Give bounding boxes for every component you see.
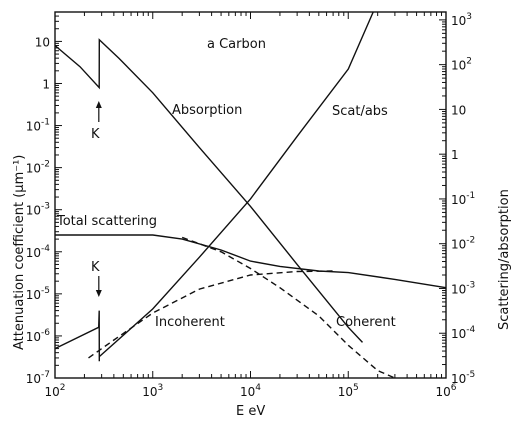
curves [54, 11, 447, 379]
y2-tick-label: 10 [451, 103, 466, 117]
y-tick-label: 10-6 [26, 328, 51, 344]
y2-tick-label: 10-4 [451, 325, 476, 341]
k-arrowhead-upper [95, 101, 102, 108]
y-tick-label: 10-5 [26, 286, 50, 302]
label-k-edge-lower: K [91, 260, 100, 275]
y2-tick-label: 10-5 [451, 370, 475, 386]
y2-tick-label: 10-3 [451, 280, 475, 296]
y-tick-label: 10-1 [26, 118, 50, 134]
labels: a Carbon Absorption Scat/abs Total scatt… [12, 37, 512, 419]
y-axis-label: Attenuation coefficient (μm⁻¹) [12, 155, 27, 350]
series-coherent [181, 236, 396, 379]
k-edge-arrows [95, 101, 102, 297]
tick-marks: 102 103 104 105 106 10 1 10-1 10-2 10-3 10-4 10-5 10… [26, 11, 476, 399]
label-scat-abs: Scat/abs [332, 104, 388, 119]
y-tick-label: 10-3 [26, 202, 50, 218]
x-tick-label: 106 [435, 383, 456, 399]
x-tick-label: 105 [338, 383, 359, 399]
label-total-scattering: Total scattering [56, 214, 157, 229]
y2-axis-label: Scattering/absorption [497, 189, 512, 330]
x-tick-label: 104 [240, 383, 261, 399]
y2-tick-label: 102 [451, 57, 472, 73]
x-tick-label: 102 [44, 383, 65, 399]
y2-tick-label: 103 [451, 12, 472, 28]
label-incoherent: Incoherent [155, 315, 225, 330]
x-tick-label: 103 [142, 383, 163, 399]
chart-title: a Carbon [207, 37, 266, 52]
x-axis-label: E eV [236, 404, 265, 419]
y2-tick-label: 10-2 [451, 236, 475, 252]
label-k-edge-upper: K [91, 127, 100, 142]
k-arrowhead-lower [95, 290, 102, 297]
y-tick-label: 10-2 [26, 160, 50, 176]
series-scat-abs [98, 11, 374, 358]
y-tick-label: 10 [35, 35, 50, 49]
label-absorption: Absorption [172, 103, 242, 118]
series-total-scattering [55, 234, 447, 289]
y-tick-label: 1 [42, 77, 50, 91]
series-incoherent [88, 270, 334, 359]
series-k-edge-scattering-5 [54, 310, 100, 362]
series-absorption [54, 38, 364, 343]
y2-tick-label: 10-1 [451, 191, 475, 207]
y-tick-label: 10-7 [26, 370, 50, 386]
y-tick-label: 10-4 [26, 244, 51, 260]
label-coherent: Coherent [336, 315, 396, 330]
y2-tick-label: 1 [451, 148, 459, 162]
